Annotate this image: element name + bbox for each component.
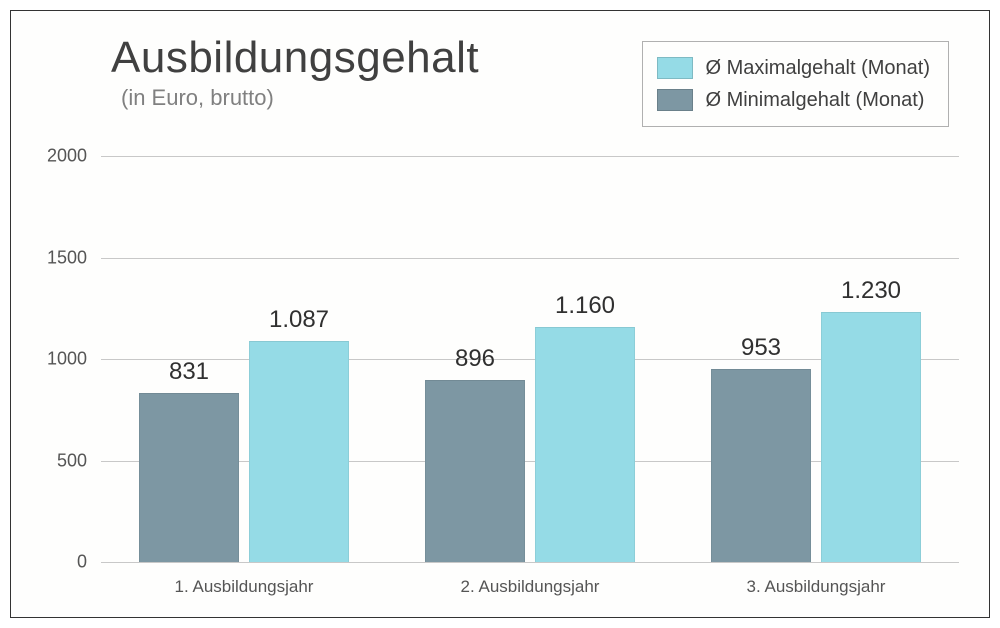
y-tick-label: 2000 bbox=[47, 146, 101, 167]
x-tick-label: 1. Ausbildungsjahr bbox=[139, 577, 349, 597]
chart-subtitle: (in Euro, brutto) bbox=[121, 85, 479, 111]
bar-group-3: 953 1.230 bbox=[711, 156, 921, 562]
bar-value-label: 896 bbox=[455, 345, 495, 373]
bar-value-label: 1.160 bbox=[555, 292, 615, 320]
bar-group-2: 896 1.160 bbox=[425, 156, 635, 562]
bar-max-3: 1.230 bbox=[821, 312, 921, 562]
legend-swatch-min bbox=[657, 89, 693, 111]
legend-label-max: Ø Maximalgehalt (Monat) bbox=[705, 52, 930, 84]
chart-title: Ausbildungsgehalt bbox=[111, 33, 479, 83]
legend: Ø Maximalgehalt (Monat) Ø Minimalgehalt … bbox=[642, 41, 949, 127]
plot-area: 2000 1500 1000 500 0 831 1.087 896 1.160 bbox=[101, 156, 959, 562]
gridline: 0 bbox=[101, 562, 959, 563]
bar-min-1: 831 bbox=[139, 393, 239, 562]
bar-value-label: 831 bbox=[169, 358, 209, 386]
bar-value-label: 953 bbox=[741, 334, 781, 362]
legend-label-min: Ø Minimalgehalt (Monat) bbox=[705, 84, 924, 116]
legend-swatch-max bbox=[657, 57, 693, 79]
x-tick-label: 2. Ausbildungsjahr bbox=[425, 577, 635, 597]
bars-container: 831 1.087 896 1.160 953 1.230 bbox=[101, 156, 959, 562]
bar-max-1: 1.087 bbox=[249, 341, 349, 562]
x-axis-labels: 1. Ausbildungsjahr 2. Ausbildungsjahr 3.… bbox=[101, 577, 959, 597]
bar-min-3: 953 bbox=[711, 369, 811, 562]
bar-min-2: 896 bbox=[425, 380, 525, 562]
y-tick-label: 1000 bbox=[47, 349, 101, 370]
bar-max-2: 1.160 bbox=[535, 327, 635, 562]
bar-value-label: 1.087 bbox=[269, 306, 329, 334]
legend-item-min: Ø Minimalgehalt (Monat) bbox=[657, 84, 930, 116]
y-tick-label: 0 bbox=[77, 552, 101, 573]
x-tick-label: 3. Ausbildungsjahr bbox=[711, 577, 921, 597]
bar-group-1: 831 1.087 bbox=[139, 156, 349, 562]
title-block: Ausbildungsgehalt (in Euro, brutto) bbox=[111, 33, 479, 111]
legend-item-max: Ø Maximalgehalt (Monat) bbox=[657, 52, 930, 84]
chart-frame: Ausbildungsgehalt (in Euro, brutto) Ø Ma… bbox=[10, 10, 990, 618]
y-tick-label: 1500 bbox=[47, 247, 101, 268]
y-tick-label: 500 bbox=[57, 450, 101, 471]
bar-value-label: 1.230 bbox=[841, 277, 901, 305]
